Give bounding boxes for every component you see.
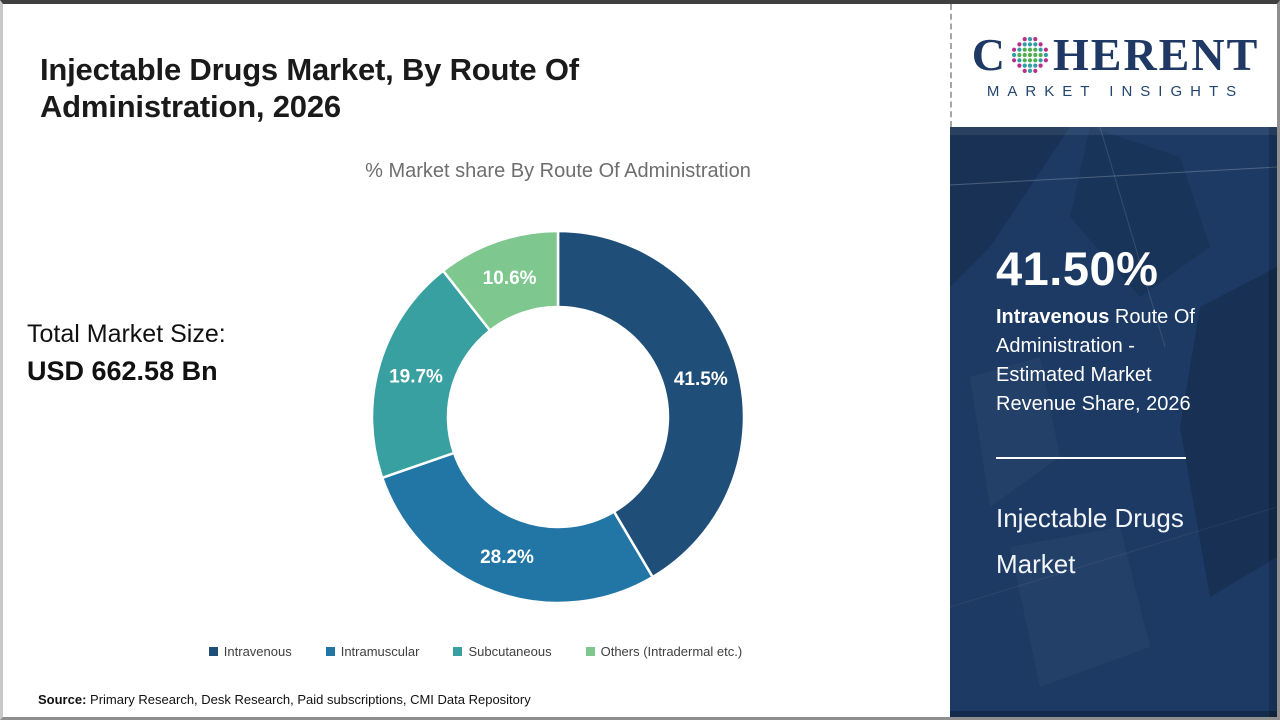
legend-label: Others (Intradermal etc.) bbox=[600, 644, 743, 659]
legend-item: Subcutaneous bbox=[453, 644, 552, 659]
sidebar-divider bbox=[996, 457, 1186, 459]
legend-item: Intramuscular bbox=[325, 644, 420, 659]
globe-icon bbox=[1011, 36, 1048, 73]
globe-dot bbox=[1033, 47, 1038, 52]
donut-slice-intravenous bbox=[556, 229, 746, 579]
globe-dot bbox=[1027, 41, 1033, 46]
legend-swatch bbox=[325, 647, 335, 656]
donut-slice-label: 28.2% bbox=[480, 547, 534, 568]
stat-description-rest: Route Of Administration - Estimated Mark… bbox=[996, 306, 1195, 415]
source-text: Primary Research, Desk Research, Paid su… bbox=[86, 692, 531, 707]
globe-dot bbox=[1033, 52, 1038, 57]
globe-dot bbox=[1033, 41, 1038, 46]
donut-slice-others bbox=[441, 229, 560, 332]
logo-text-suffix: HERENT bbox=[1052, 28, 1260, 80]
globe-dot bbox=[1043, 47, 1048, 52]
globe-dot bbox=[1022, 41, 1027, 46]
globe-dot bbox=[1038, 52, 1043, 57]
globe-dot bbox=[1038, 63, 1043, 68]
globe-dot bbox=[1033, 57, 1038, 62]
globe-dot bbox=[1038, 47, 1043, 52]
legend-label: Intramuscular bbox=[340, 644, 420, 659]
legend-item: Intravenous bbox=[208, 644, 292, 659]
legend-swatch bbox=[453, 647, 463, 656]
chart-subtitle: % Market share By Route Of Administratio… bbox=[365, 160, 751, 182]
legend-item: Others (Intradermal etc.) bbox=[585, 644, 743, 659]
donut-chart: 41.5% 28.2% 19.7% 10.6% bbox=[370, 229, 746, 605]
globe-dot bbox=[1033, 68, 1038, 73]
legend-label: Intravenous bbox=[223, 644, 292, 659]
globe-dot bbox=[1022, 63, 1027, 68]
sidebar-content: 41.50% Intravenous Route Of Administrati… bbox=[950, 127, 1277, 717]
sidebar: 41.50% Intravenous Route Of Administrati… bbox=[950, 127, 1277, 717]
legend-swatch bbox=[585, 647, 595, 656]
globe-dot bbox=[1011, 47, 1017, 52]
donut-slice-label: 41.5% bbox=[674, 369, 728, 390]
globe-dot bbox=[1022, 57, 1027, 62]
globe-dot bbox=[1017, 47, 1022, 52]
report-title: Injectable Drugs Market bbox=[996, 503, 1184, 579]
globe-dot bbox=[1017, 52, 1022, 57]
globe-dot bbox=[1011, 57, 1017, 62]
globe-dot bbox=[1011, 52, 1017, 57]
globe-dot bbox=[1017, 41, 1022, 46]
legend-swatch bbox=[208, 647, 218, 656]
brand-logo-box: C HERENT MARKET INSIGHTS bbox=[950, 4, 1277, 127]
total-market-size-label: Total Market Size: bbox=[27, 320, 226, 348]
donut-slice-label: 19.7% bbox=[389, 366, 443, 387]
globe-dot bbox=[1027, 52, 1033, 57]
highlight-stat-description: Intravenous Route Of Administration - Es… bbox=[996, 303, 1218, 419]
source-line: Source: Primary Research, Desk Research,… bbox=[38, 692, 531, 707]
total-market-size-value: USD 662.58 Bn bbox=[27, 355, 218, 386]
source-label: Source: bbox=[38, 692, 87, 707]
globe-dot bbox=[1033, 63, 1038, 68]
globe-dot bbox=[1027, 68, 1033, 73]
donut-slice-intramuscular bbox=[380, 451, 654, 605]
globe-dot bbox=[1017, 63, 1022, 68]
globe-dot bbox=[1027, 36, 1033, 41]
globe-dot bbox=[1022, 47, 1027, 52]
globe-dot bbox=[1022, 36, 1027, 41]
globe-dot bbox=[1038, 57, 1043, 62]
globe-dot bbox=[1033, 36, 1038, 41]
logo-subtitle: MARKET INSIGHTS bbox=[986, 82, 1245, 100]
globe-dot bbox=[1027, 47, 1033, 52]
total-market-size-block: Total Market Size: USD 662.58 Bn bbox=[27, 318, 226, 391]
globe-dot bbox=[1027, 63, 1033, 68]
globe-dot bbox=[1022, 52, 1027, 57]
globe-dot bbox=[1043, 57, 1048, 62]
chart-legend: Intravenous Intramuscular Subcutaneous Othe… bbox=[3, 644, 948, 659]
sidebar-map-texture bbox=[950, 127, 1277, 717]
brand-logo: C HERENT bbox=[971, 28, 1260, 80]
globe-dot bbox=[1027, 57, 1033, 62]
legend-label: Subcutaneous bbox=[468, 644, 552, 659]
stat-segment-name: Intravenous bbox=[996, 306, 1110, 328]
highlight-stat-value: 41.50% bbox=[996, 242, 1159, 295]
donut-slice-label: 10.6% bbox=[483, 268, 537, 289]
donut-slice-subcutaneous bbox=[370, 269, 492, 480]
globe-dot bbox=[1038, 41, 1043, 46]
page-title: Injectable Drugs Market, By Route Of Adm… bbox=[40, 51, 579, 124]
globe-dot bbox=[1022, 68, 1027, 73]
globe-dot bbox=[1043, 52, 1048, 57]
logo-text-prefix: C bbox=[971, 28, 1007, 80]
globe-dot bbox=[1017, 57, 1022, 62]
